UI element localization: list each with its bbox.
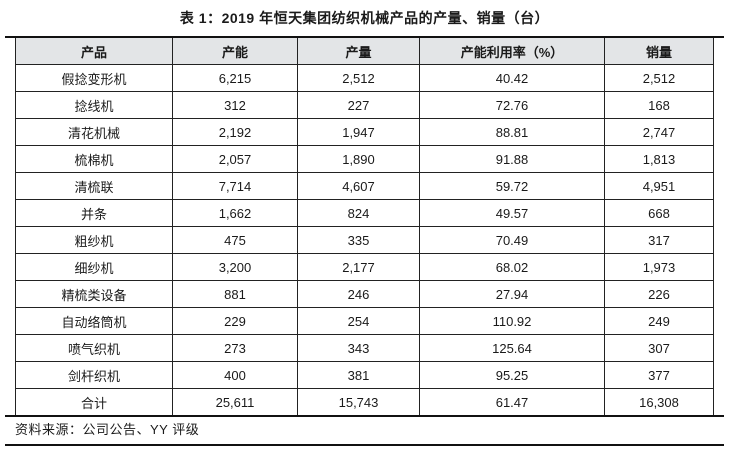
table-row: 喷气织机 273 343 125.64 307 [15,334,714,362]
value-cell: 273 [172,334,298,362]
column-header: 产品 [15,38,173,65]
value-cell: 312 [172,91,298,119]
value-cell: 254 [297,307,420,335]
value-cell: 307 [604,334,714,362]
product-cell: 捻线机 [15,91,173,119]
value-cell: 95.25 [419,361,605,389]
table-row: 捻线机 312 227 72.76 168 [15,91,714,119]
value-cell: 249 [604,307,714,335]
value-cell: 27.94 [419,280,605,308]
product-cell: 精梳类设备 [15,280,173,308]
value-cell: 70.49 [419,226,605,254]
value-cell: 824 [297,199,420,227]
table-row: 清梳联 7,714 4,607 59.72 4,951 [15,172,714,200]
product-cell: 细纱机 [15,253,173,281]
value-cell: 335 [297,226,420,254]
value-cell: 226 [604,280,714,308]
value-cell: 40.42 [419,64,605,92]
value-cell: 1,973 [604,253,714,281]
source-note: 资料来源：公司公告、YY 评级 [15,422,200,437]
table-row: 并条 1,662 824 49.57 668 [15,199,714,227]
product-cell: 梳棉机 [15,145,173,173]
value-cell: 4,951 [604,172,714,200]
mid-rule [5,415,724,417]
table-title: 表 1：2019 年恒天集团纺织机械产品的产量、销量（台） [179,10,550,26]
value-cell: 381 [297,361,420,389]
value-cell: 1,813 [604,145,714,173]
table-row: 梳棉机 2,057 1,890 91.88 1,813 [15,145,714,173]
product-cell: 假捻变形机 [15,64,173,92]
value-cell: 72.76 [419,91,605,119]
table-header-row: 产品 产能 产量 产能利用率（%） 销量 [15,38,714,65]
value-cell: 227 [297,91,420,119]
value-cell: 91.88 [419,145,605,173]
value-cell: 4,607 [297,172,420,200]
table-row: 剑杆织机 400 381 95.25 377 [15,361,714,389]
value-cell: 343 [297,334,420,362]
table-row: 自动络筒机 229 254 110.92 249 [15,307,714,335]
value-cell: 7,714 [172,172,298,200]
value-cell: 88.81 [419,118,605,146]
column-header: 销量 [604,38,714,65]
value-cell: 1,890 [297,145,420,173]
column-header: 产能 [172,38,298,65]
table-body: 假捻变形机 6,215 2,512 40.42 2,512 捻线机 312 227 72.76 1… [15,64,714,415]
product-cell: 剑杆织机 [15,361,173,389]
value-cell: 2,192 [172,118,298,146]
value-cell: 668 [604,199,714,227]
value-cell: 2,177 [297,253,420,281]
value-cell: 168 [604,91,714,119]
table-row: 粗纱机 475 335 70.49 317 [15,226,714,254]
table-row: 假捻变形机 6,215 2,512 40.42 2,512 [15,64,714,92]
table-row: 合计 25,611 15,743 61.47 16,308 [15,388,714,415]
value-cell: 6,215 [172,64,298,92]
product-cell: 粗纱机 [15,226,173,254]
table-row: 精梳类设备 881 246 27.94 226 [15,280,714,308]
value-cell: 25,611 [172,388,298,415]
value-cell: 317 [604,226,714,254]
value-cell: 59.72 [419,172,605,200]
top-rule [5,36,724,38]
product-cell: 喷气织机 [15,334,173,362]
product-cell: 合计 [15,388,173,415]
product-cell: 清梳联 [15,172,173,200]
value-cell: 400 [172,361,298,389]
value-cell: 61.47 [419,388,605,415]
value-cell: 1,947 [297,118,420,146]
column-header: 产能利用率（%） [419,38,605,65]
table-row: 清花机械 2,192 1,947 88.81 2,747 [15,118,714,146]
product-cell: 清花机械 [15,118,173,146]
table-row: 细纱机 3,200 2,177 68.02 1,973 [15,253,714,281]
report-table: 产品 产能 产量 产能利用率（%） 销量 假捻变形机 6,215 2,512 40.42 2,5… [15,38,714,415]
value-cell: 475 [172,226,298,254]
value-cell: 2,057 [172,145,298,173]
value-cell: 15,743 [297,388,420,415]
value-cell: 377 [604,361,714,389]
product-cell: 自动络筒机 [15,307,173,335]
value-cell: 1,662 [172,199,298,227]
value-cell: 3,200 [172,253,298,281]
value-cell: 881 [172,280,298,308]
value-cell: 125.64 [419,334,605,362]
value-cell: 16,308 [604,388,714,415]
value-cell: 2,747 [604,118,714,146]
bottom-rule [5,444,724,446]
column-header: 产量 [297,38,420,65]
value-cell: 246 [297,280,420,308]
value-cell: 110.92 [419,307,605,335]
value-cell: 68.02 [419,253,605,281]
value-cell: 2,512 [297,64,420,92]
product-cell: 并条 [15,199,173,227]
value-cell: 49.57 [419,199,605,227]
value-cell: 229 [172,307,298,335]
value-cell: 2,512 [604,64,714,92]
